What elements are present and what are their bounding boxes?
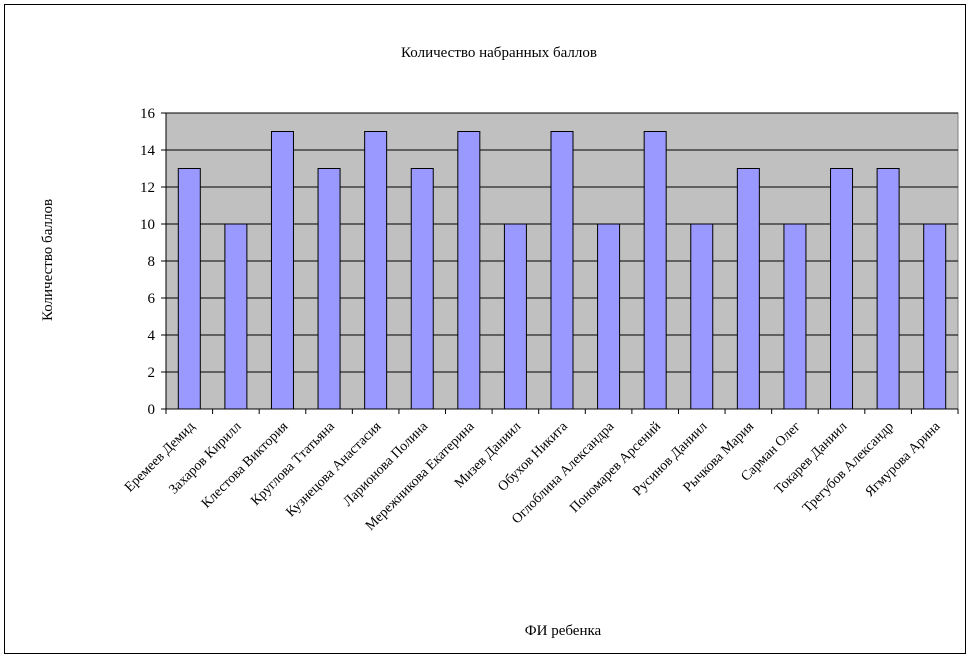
x-category-label: Клестова Виктория	[199, 419, 292, 512]
y-tick-label: 2	[148, 365, 156, 381]
x-axis-label: ФИ ребенка	[525, 623, 602, 639]
bar	[177, 168, 201, 410]
bar	[317, 168, 341, 410]
x-category-label: Трегубов Александр	[800, 419, 897, 516]
y-tick-label: 4	[148, 328, 156, 344]
bar	[643, 131, 667, 410]
bar	[364, 131, 388, 410]
bar	[690, 223, 714, 410]
bar	[270, 131, 294, 410]
bar	[923, 223, 947, 410]
bar	[597, 223, 621, 410]
y-tick-label: 10	[140, 217, 155, 233]
y-tick-label: 8	[148, 254, 156, 270]
x-category-label: Круглова Ттатьяна	[248, 419, 338, 509]
bar	[550, 131, 574, 410]
y-tick-label: 6	[148, 291, 156, 307]
bar	[783, 223, 807, 410]
bar	[410, 168, 434, 410]
y-tick-label: 16	[140, 106, 156, 122]
bar	[876, 168, 900, 410]
bar	[830, 168, 854, 410]
bar	[503, 223, 527, 410]
chart-title: Количество набранных баллов	[401, 45, 597, 61]
x-category-label: Ларионова Полина	[341, 419, 432, 510]
y-axis-label: Количество баллов	[40, 199, 56, 321]
y-tick-label: 14	[140, 143, 156, 159]
bar	[457, 131, 481, 410]
y-tick-label: 0	[148, 402, 156, 418]
y-tick-label: 12	[140, 180, 155, 196]
bar	[736, 168, 760, 410]
x-category-label: Пономарев Арсений	[567, 419, 664, 516]
bar	[224, 223, 248, 410]
